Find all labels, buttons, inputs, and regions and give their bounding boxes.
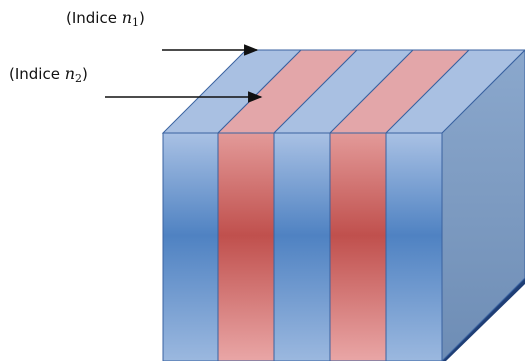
layer-5-front-face xyxy=(385,132,443,361)
layer-3-front-face xyxy=(273,132,331,361)
layer-1-front-face xyxy=(162,132,219,361)
layer-4-front-face xyxy=(329,132,387,361)
layer-2-front-face xyxy=(217,132,275,361)
label-n1: (Indice n1) xyxy=(66,8,145,29)
label-n2: (Indice n2) xyxy=(9,64,88,85)
